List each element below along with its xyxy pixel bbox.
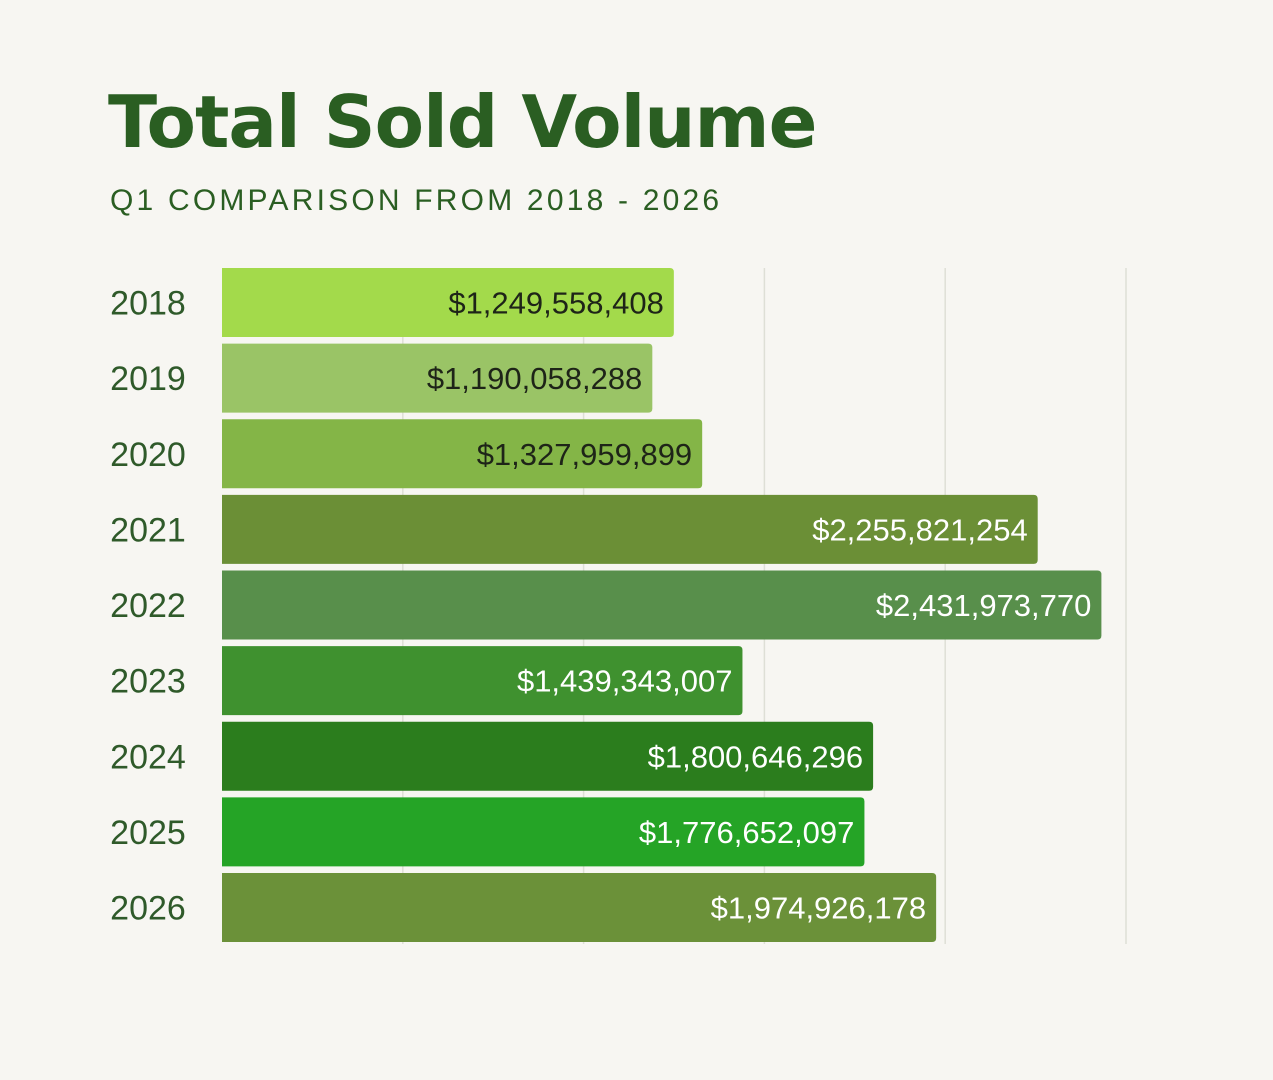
year-label-2018: 2018 — [110, 285, 186, 323]
year-label-2025: 2025 — [110, 814, 186, 852]
bar-2022 — [222, 570, 1102, 640]
value-label-2020: $1,327,959,899 — [477, 437, 693, 472]
bar-2024 — [222, 721, 874, 791]
bar-2023 — [222, 646, 743, 716]
year-label-2026: 2026 — [110, 890, 186, 928]
bar-2026 — [222, 873, 937, 942]
value-label-2025: $1,776,652,097 — [639, 815, 855, 850]
year-label-2020: 2020 — [110, 436, 186, 474]
value-label-2022: $2,431,973,770 — [876, 588, 1092, 623]
value-label-2019: $1,190,058,288 — [427, 361, 643, 396]
value-label-2026: $1,974,926,178 — [711, 891, 927, 926]
year-label-2023: 2023 — [110, 663, 186, 701]
value-label-2021: $2,255,821,254 — [812, 512, 1028, 547]
bar-2020 — [222, 419, 703, 489]
chart-subtitle: Q1 COMPARISON FROM 2018 - 2026 — [110, 184, 723, 217]
year-label-2019: 2019 — [110, 360, 186, 398]
year-label-2024: 2024 — [110, 738, 186, 776]
bar-2021 — [222, 494, 1038, 564]
bar-2019 — [222, 343, 653, 413]
bars — [222, 268, 1102, 942]
value-label-2023: $1,439,343,007 — [517, 664, 733, 699]
year-label-2021: 2021 — [110, 511, 186, 549]
year-labels: 2018 2019 2020 2021 2022 2023 2024 2025 2026 — [110, 285, 186, 928]
year-label-2022: 2022 — [110, 587, 186, 625]
value-label-2024: $1,800,646,296 — [648, 739, 864, 774]
chart-title: Total Sold Volume — [108, 80, 817, 164]
value-label-2018: $1,249,558,408 — [448, 286, 664, 321]
value-labels: $1,249,558,408 $1,190,058,288 $1,327,959,8… — [427, 286, 1092, 926]
bar-2025 — [222, 797, 865, 867]
bar-2018 — [222, 268, 674, 337]
